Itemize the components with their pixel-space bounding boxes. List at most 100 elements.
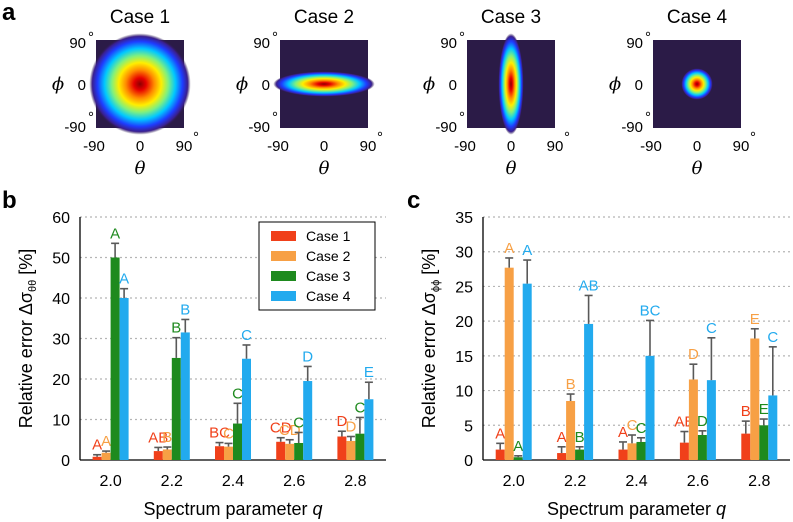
xtick-label: 2.0 [99, 473, 121, 490]
bar-case4 [119, 298, 129, 460]
heatmap-title: Case 3 [481, 7, 541, 28]
bar-case2 [750, 338, 760, 460]
ytick-label: 20 [455, 314, 473, 331]
y-axis-title: Relative error Δσϕϕ [%] [419, 249, 442, 429]
heatmap-title: Case 4 [667, 7, 728, 28]
heatmap-ytick-label: 0 [449, 77, 457, 94]
heatmap-ytick-label: 90 [69, 35, 86, 52]
significance-label: B [180, 301, 190, 318]
bar-case3 [636, 441, 646, 460]
legend-label: Case 2 [306, 248, 351, 264]
significance-label: A [618, 424, 628, 441]
significance-label: A [110, 225, 120, 242]
significance-label: A [522, 242, 532, 259]
xtick-label: 2.4 [625, 473, 647, 490]
ytick-label: 20 [52, 372, 70, 389]
xtick-label: 2.2 [564, 473, 586, 490]
heatmap-degree-mark: ° [750, 129, 756, 146]
significance-label: D [697, 413, 708, 430]
bar-case2 [162, 449, 172, 460]
xtick-label: 2.2 [161, 473, 183, 490]
heatmap-degree-mark: ° [459, 29, 465, 46]
heatmap-title: Case 2 [294, 7, 354, 28]
heatmap-xlabel: θ [319, 158, 330, 179]
significance-label: B [575, 429, 585, 446]
legend-swatch [271, 231, 296, 241]
bar-case3 [697, 435, 707, 460]
bar-case4 [364, 399, 374, 460]
ytick-label: 60 [52, 210, 70, 227]
panel-label-c: c [407, 187, 420, 214]
significance-label: E [750, 311, 760, 328]
xtick-label: 2.8 [344, 473, 366, 490]
heatmap-ylabel: ϕ [236, 74, 248, 95]
significance-label: C [223, 425, 234, 442]
significance-label: A [513, 438, 523, 455]
bar-case3 [294, 442, 304, 460]
significance-label: BC [640, 302, 661, 319]
heatmap-xtick-label: -90 [454, 138, 476, 155]
heatmap-xtick-label: 0 [136, 138, 144, 155]
bar-case4 [522, 283, 532, 460]
heatmap-ytick-label: 90 [626, 35, 643, 52]
significance-label: C [241, 327, 252, 344]
ytick-label: 10 [52, 413, 70, 430]
ytick-label: 30 [455, 245, 473, 262]
significance-label: CD [279, 422, 301, 439]
bar-case2 [566, 400, 576, 460]
ytick-label: 15 [455, 349, 473, 366]
heatmap-xtick-label: 90 [547, 138, 564, 155]
heatmap-degree-mark: ° [272, 29, 278, 46]
significance-label: A [557, 429, 567, 446]
heatmap-blob [498, 33, 524, 135]
x-axis-title-variable: q [313, 499, 323, 519]
x-axis-title: Spectrum parameter q [547, 499, 726, 519]
bar-case1 [741, 433, 751, 460]
legend-label: Case 3 [306, 268, 351, 284]
ytick-label: 0 [61, 453, 70, 470]
heatmap-ytick-label: 0 [635, 77, 643, 94]
xtick-label: 2.4 [222, 473, 244, 490]
ytick-label: 50 [52, 251, 70, 268]
ytick-label: 30 [52, 332, 70, 349]
y-axis-title-subscript: θθ [27, 280, 39, 292]
heatmap-ytick-label: 0 [78, 77, 86, 94]
panel-label-a: a [2, 0, 16, 26]
chart-b: 01020304050602.0AAAA2.2ABBBB2.4BCCCC2.6C… [16, 210, 386, 519]
bar-case2 [285, 443, 295, 460]
heatmap-ylabel: ϕ [609, 74, 621, 95]
bar-case4 [180, 332, 190, 460]
bar-case1 [679, 442, 689, 460]
heatmap-degree-mark: ° [88, 29, 94, 46]
significance-label: C [706, 320, 717, 337]
bar-case2 [224, 446, 233, 460]
significance-label: C [767, 329, 778, 346]
bar-case3 [171, 357, 181, 460]
significance-label: D [336, 413, 347, 430]
legend-swatch [271, 291, 296, 301]
ytick-label: 35 [455, 210, 473, 227]
bar-case2 [346, 440, 356, 460]
heatmap-degree-mark: ° [272, 109, 278, 126]
heatmap-xtick-label: 0 [507, 138, 515, 155]
bar-case1 [337, 436, 347, 460]
legend-swatch [271, 251, 296, 261]
heatmap-xtick-label: 0 [693, 138, 701, 155]
significance-label: C [354, 399, 365, 416]
heatmap-title: Case 1 [110, 7, 170, 28]
bar-case1 [495, 449, 505, 460]
heatmap-xtick-label: 0 [320, 138, 328, 155]
x-axis-title-main: Spectrum parameter [143, 499, 312, 519]
heatmap-xlabel: θ [506, 158, 517, 179]
heatmap-blob [681, 68, 713, 100]
ytick-label: 5 [464, 418, 473, 435]
heatmap-xlabel: θ [692, 158, 703, 179]
panel-label-b: b [2, 187, 17, 214]
bar-case3 [759, 425, 769, 460]
significance-label: BC [209, 425, 230, 442]
